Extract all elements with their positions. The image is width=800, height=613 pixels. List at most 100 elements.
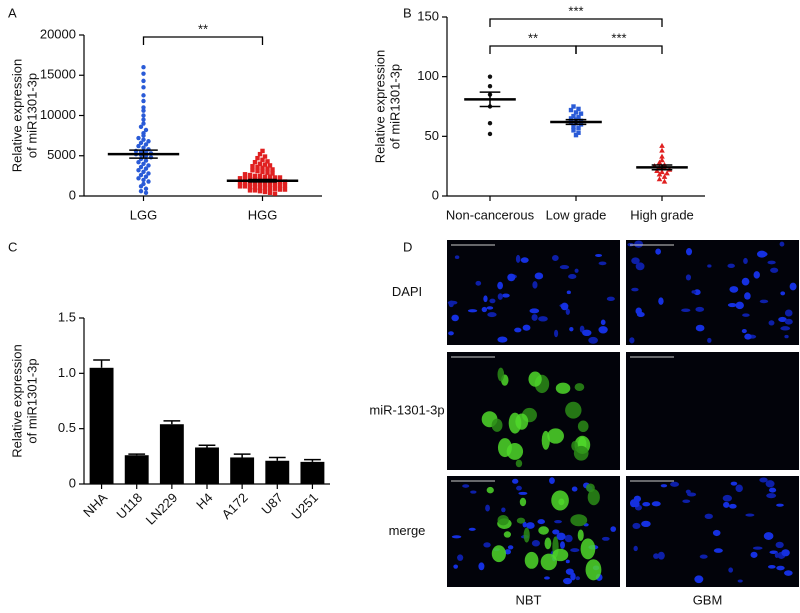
nucleus bbox=[504, 549, 512, 555]
nucleus bbox=[486, 306, 494, 310]
nucleus bbox=[727, 302, 737, 308]
data-point bbox=[141, 71, 146, 76]
data-point bbox=[277, 187, 283, 192]
nucleus bbox=[704, 513, 713, 520]
nucleus bbox=[753, 271, 760, 279]
data-point bbox=[141, 105, 146, 110]
nucleus bbox=[514, 327, 522, 333]
y-tick-label: 5000 bbox=[47, 147, 76, 162]
data-point bbox=[250, 164, 255, 169]
y-tick-label: 1.5 bbox=[58, 309, 76, 324]
bar bbox=[159, 424, 184, 484]
nucleus bbox=[451, 314, 459, 322]
nucleus bbox=[765, 480, 775, 488]
nucleus bbox=[538, 316, 548, 322]
micrograph bbox=[626, 240, 799, 345]
nucleus bbox=[507, 273, 516, 282]
data-point bbox=[250, 168, 255, 173]
y-axis-label: of miR1301-3p bbox=[387, 64, 402, 149]
data-point bbox=[568, 107, 574, 113]
data-point bbox=[252, 188, 258, 193]
data-point bbox=[265, 166, 270, 171]
panel-letter: D bbox=[403, 239, 412, 254]
data-point bbox=[487, 84, 493, 89]
data-point bbox=[576, 130, 581, 135]
nucleus bbox=[549, 477, 555, 484]
nucleus bbox=[565, 559, 570, 564]
nucleus bbox=[784, 318, 793, 325]
data-point bbox=[272, 182, 278, 187]
green-signal bbox=[516, 517, 526, 524]
data-point bbox=[136, 159, 141, 165]
error-bar bbox=[248, 178, 277, 183]
data-point bbox=[260, 148, 265, 154]
nucleus bbox=[610, 526, 617, 532]
nucleus bbox=[707, 264, 712, 268]
nucleus bbox=[776, 503, 784, 507]
nucleus bbox=[686, 247, 693, 256]
nucleus bbox=[526, 522, 535, 529]
data-point bbox=[237, 180, 243, 185]
nucleus bbox=[554, 329, 559, 338]
nucleus bbox=[767, 260, 776, 265]
green-signal bbox=[585, 559, 602, 581]
error-bar bbox=[129, 149, 158, 159]
data-point bbox=[143, 190, 149, 195]
green-signal bbox=[528, 371, 542, 387]
data-point bbox=[257, 181, 263, 187]
nucleus bbox=[691, 290, 697, 294]
nucleus bbox=[552, 529, 560, 535]
nucleus bbox=[481, 306, 488, 313]
nucleus bbox=[570, 548, 580, 553]
data-point bbox=[136, 176, 141, 181]
green-signal bbox=[519, 497, 527, 507]
y-tick-label: 150 bbox=[417, 8, 439, 23]
nucleus bbox=[629, 337, 635, 344]
data-point bbox=[270, 167, 275, 172]
data-point bbox=[138, 164, 144, 170]
nucleus bbox=[532, 281, 538, 289]
error-bar bbox=[93, 359, 110, 368]
nucleus bbox=[776, 565, 785, 571]
nucleus bbox=[780, 291, 786, 296]
green-signal bbox=[524, 551, 539, 569]
y-tick-label: 20000 bbox=[40, 26, 76, 41]
nucleus bbox=[636, 311, 645, 318]
y-tick-label: 50 bbox=[425, 128, 439, 143]
data-point bbox=[267, 186, 273, 191]
data-point bbox=[267, 190, 273, 195]
nucleus bbox=[507, 545, 514, 550]
nucleus bbox=[529, 308, 540, 314]
data-point bbox=[257, 161, 263, 166]
data-point bbox=[143, 142, 149, 147]
significance-label: ** bbox=[528, 30, 538, 45]
green-signal bbox=[540, 553, 557, 571]
data-point bbox=[136, 168, 141, 173]
nucleus bbox=[655, 248, 661, 255]
panel-letter: B bbox=[403, 5, 412, 20]
x-tick-label: Non-cancerous bbox=[446, 207, 535, 222]
bar bbox=[265, 460, 290, 484]
nucleus bbox=[634, 240, 644, 248]
nucleus bbox=[531, 314, 538, 321]
data-point bbox=[247, 180, 253, 186]
nucleus bbox=[737, 579, 743, 583]
data-point bbox=[262, 162, 268, 167]
nucleus bbox=[642, 501, 651, 507]
nucleus bbox=[763, 532, 774, 540]
y-axis-label: of miR1301-3p bbox=[24, 73, 39, 158]
bar bbox=[124, 455, 149, 484]
green-signal bbox=[565, 401, 582, 419]
data-point bbox=[143, 166, 149, 171]
data-point bbox=[141, 177, 146, 183]
micrograph bbox=[447, 352, 620, 470]
data-point bbox=[573, 132, 579, 138]
data-point bbox=[143, 158, 149, 163]
data-point bbox=[571, 128, 576, 133]
nucleus bbox=[531, 540, 541, 547]
nucleus bbox=[729, 286, 739, 293]
data-point bbox=[576, 106, 581, 112]
green-signal bbox=[515, 413, 529, 430]
significance-bracket bbox=[489, 18, 663, 27]
